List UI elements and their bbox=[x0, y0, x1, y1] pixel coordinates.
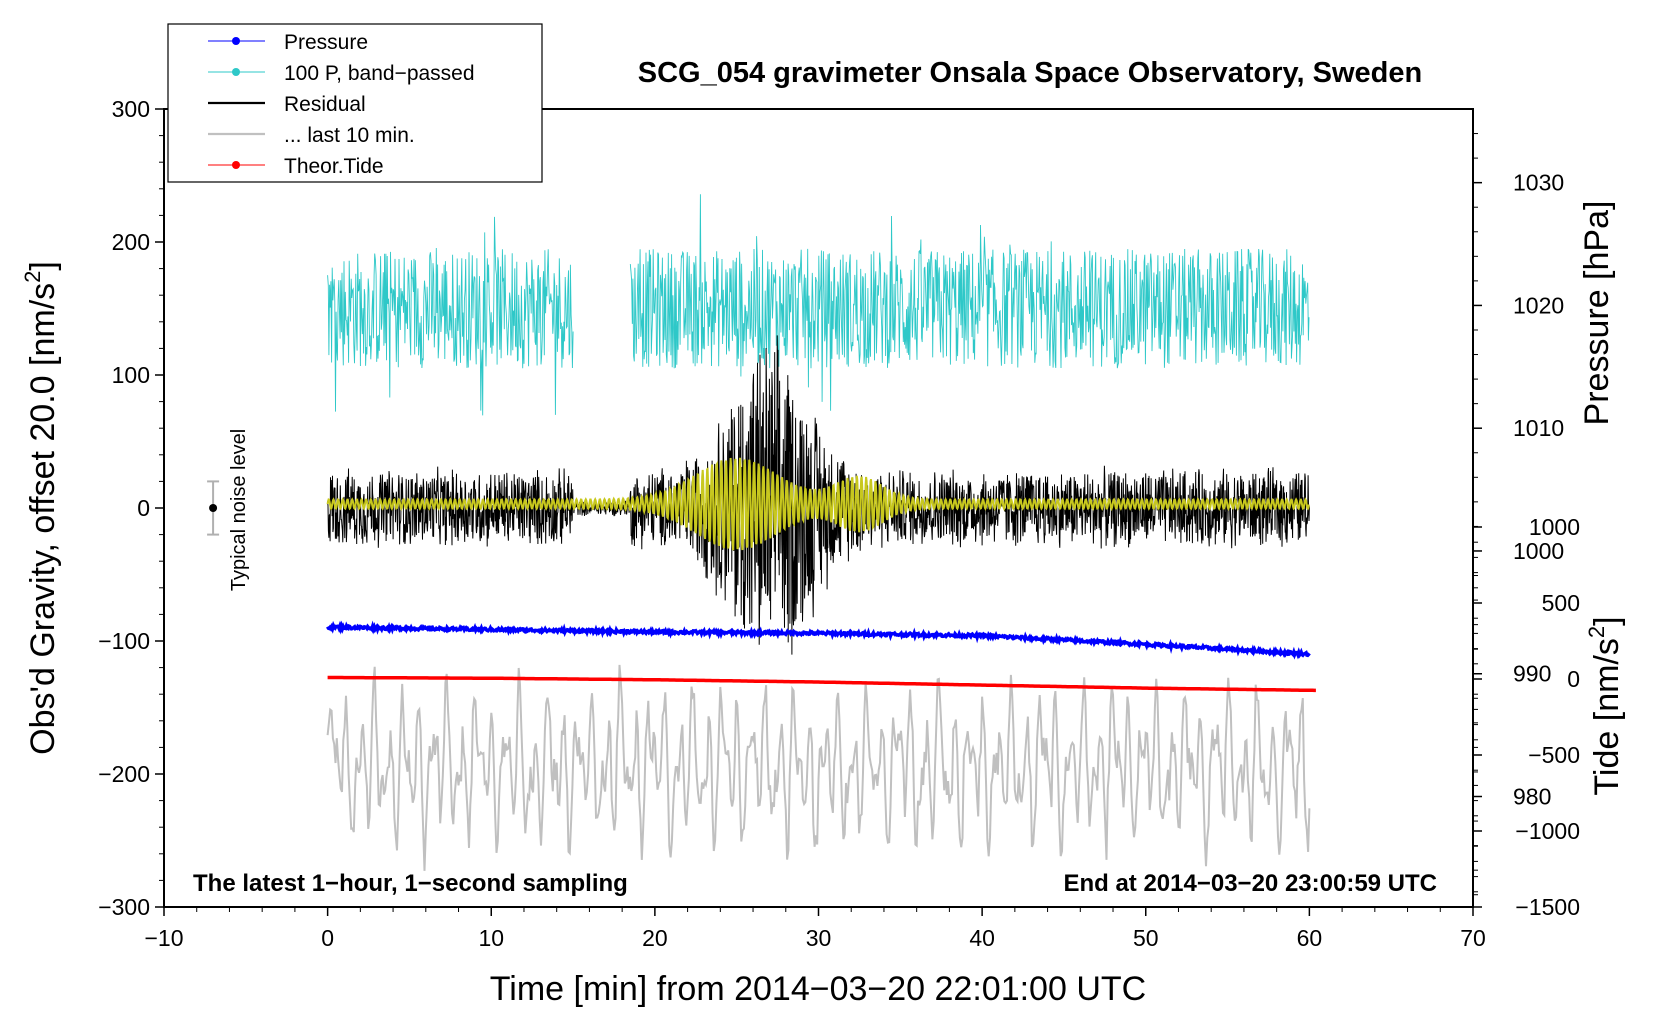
tide-axis-title: Tide [nm/s2] bbox=[1584, 616, 1626, 795]
pressure-tick-label: 1000 bbox=[1513, 538, 1564, 564]
tide-tick-label: −1000 bbox=[1515, 818, 1580, 844]
legend-label: Pressure bbox=[284, 31, 368, 54]
series-band-passed-group bbox=[327, 194, 1310, 416]
y-axis-title: Obs'd Gravity, offset 20.0 [nm/s2] bbox=[20, 261, 62, 755]
x-tick-label: −10 bbox=[144, 925, 183, 951]
pressure-axis-title: Pressure [hPa] bbox=[1578, 201, 1616, 426]
noise-level-label: Typical noise level bbox=[228, 429, 250, 591]
series-pressure bbox=[326, 620, 1311, 660]
pressure-tick-label: 990 bbox=[1513, 661, 1551, 687]
tide-axis-title-tail: ] bbox=[1588, 616, 1626, 625]
x-tick-label: 60 bbox=[1297, 925, 1323, 951]
y-tick-label: −300 bbox=[98, 894, 150, 920]
x-tick-label: 0 bbox=[321, 925, 334, 951]
y-axis-title-main: Obs'd Gravity, offset 20.0 [nm/s bbox=[24, 283, 62, 755]
legend-marker bbox=[232, 161, 240, 169]
tick-layer: −10 0 10 20 30 40 50 60 703002001000−100−200−300… bbox=[98, 96, 1580, 951]
y-tick-label: −200 bbox=[98, 761, 150, 787]
pressure-tick-label: 1010 bbox=[1513, 415, 1564, 441]
legend: Pressure 100 P, band−passed Residual ... la… bbox=[167, 23, 543, 183]
footer-right-note: End at 2014−03−20 23:00:59 UTC bbox=[1063, 870, 1437, 897]
pressure-tick-label: 1030 bbox=[1513, 170, 1564, 196]
tide-tick-label: 1000 bbox=[1529, 514, 1580, 540]
series-band-passed-segment-2 bbox=[629, 194, 1310, 411]
x-tick-label: 30 bbox=[806, 925, 832, 951]
tide-axis-title-main: Tide [nm/s bbox=[1588, 638, 1626, 795]
y-tick-label: −100 bbox=[98, 628, 150, 654]
tide-axis-title-sup: 2 bbox=[1584, 626, 1609, 638]
pressure-tick-label: 1020 bbox=[1513, 292, 1564, 318]
tide-tick-label: 0 bbox=[1567, 666, 1580, 692]
y-axis-title-tail: ] bbox=[24, 261, 62, 270]
noise-level-indicator bbox=[207, 480, 220, 536]
x-tick-label: 10 bbox=[478, 925, 504, 951]
legend-label: 100 P, band−passed bbox=[284, 62, 475, 85]
series-theoretical-tide bbox=[327, 675, 1316, 693]
y-tick-label: 0 bbox=[137, 495, 150, 521]
legend-label: Theor.Tide bbox=[284, 155, 384, 178]
x-axis-title: Time [min] from 2014−03−20 22:01:00 UTC bbox=[490, 970, 1146, 1008]
tide-tick-label: −500 bbox=[1528, 742, 1580, 768]
y-tick-label: 200 bbox=[112, 229, 150, 255]
y-axis-title-sup: 2 bbox=[20, 271, 45, 283]
x-tick-label: 20 bbox=[642, 925, 668, 951]
series-last-10-min bbox=[326, 664, 1311, 871]
legend-label: Residual bbox=[284, 93, 366, 116]
chart-title: SCG_054 gravimeter Onsala Space Observat… bbox=[638, 57, 1422, 89]
pressure-tick-label: 980 bbox=[1513, 784, 1551, 810]
x-tick-label: 70 bbox=[1460, 925, 1486, 951]
legend-marker bbox=[232, 37, 240, 45]
series-residual-low-passed bbox=[326, 457, 1310, 551]
x-tick-label: 40 bbox=[969, 925, 995, 951]
noise-level-dot bbox=[209, 504, 218, 512]
y-tick-label: 100 bbox=[112, 362, 150, 388]
series-layer bbox=[326, 194, 1316, 871]
legend-label: ... last 10 min. bbox=[284, 124, 415, 147]
legend-marker bbox=[232, 68, 240, 76]
series-band-passed-segment-1 bbox=[327, 216, 574, 416]
tide-tick-label: 500 bbox=[1542, 590, 1580, 616]
tide-tick-label: −1500 bbox=[1515, 894, 1580, 920]
x-tick-label: 50 bbox=[1133, 925, 1159, 951]
y-tick-label: 300 bbox=[112, 96, 150, 122]
footer-left-note: The latest 1−hour, 1−second sampling bbox=[193, 870, 628, 897]
